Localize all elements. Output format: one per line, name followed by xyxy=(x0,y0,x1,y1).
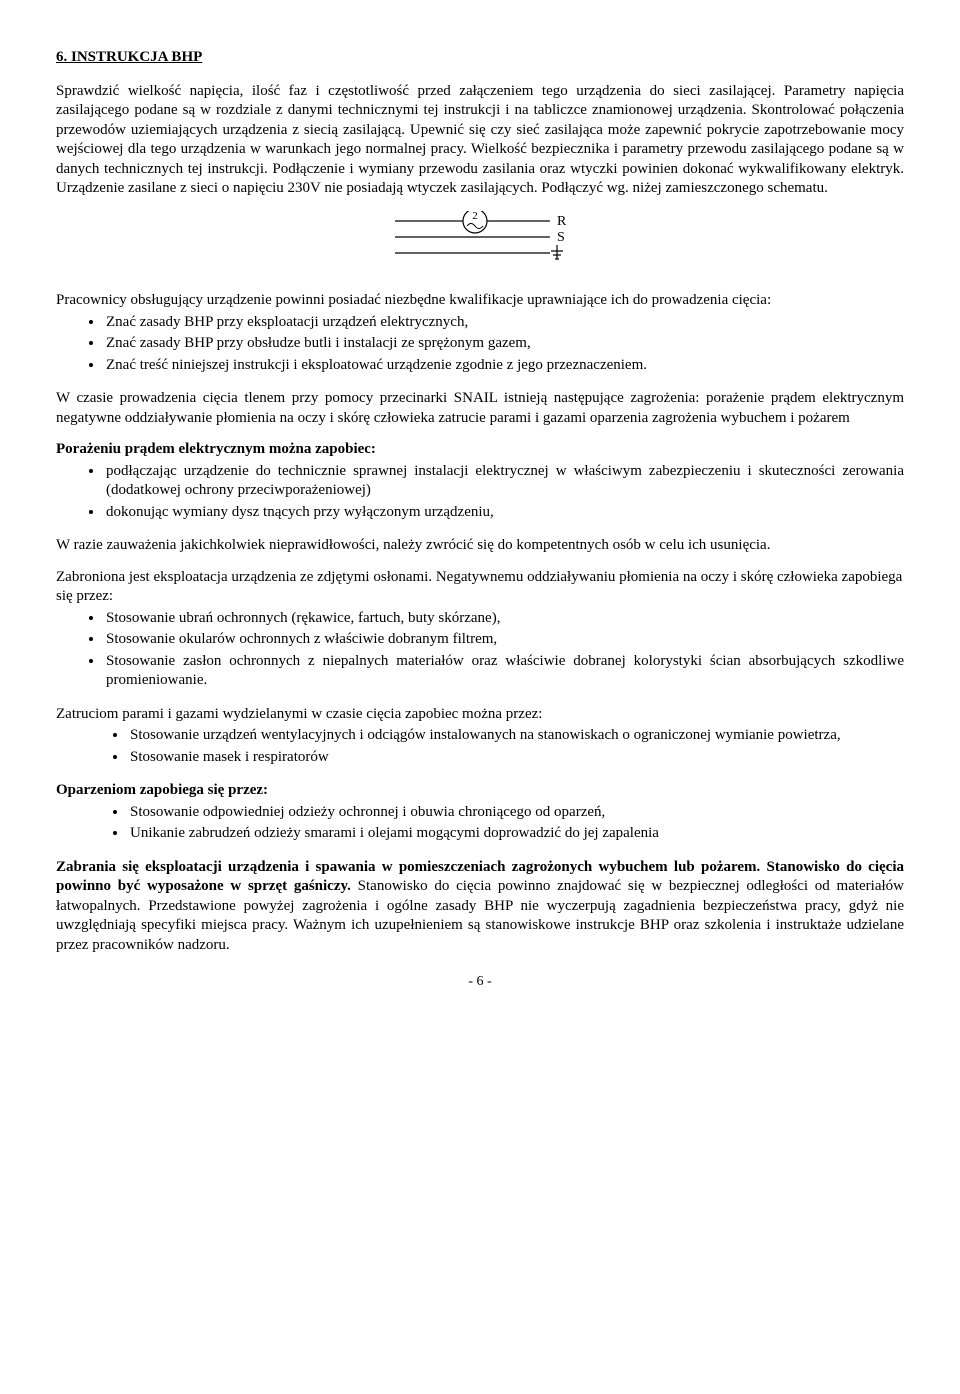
list-item: podłączając urządzenie do technicznie sp… xyxy=(104,462,904,501)
list-item: Stosowanie okularów ochronnych z właściw… xyxy=(104,630,904,650)
wiring-diagram: 2 R S xyxy=(56,211,904,274)
hazards-paragraph: W czasie prowadzenia cięcia tlenem przy … xyxy=(56,389,904,428)
list-item: Stosowanie zasłon ochronnych z niepalnyc… xyxy=(104,652,904,691)
diagram-s-label: S xyxy=(557,230,565,245)
flame-protection-lead: Zabroniona jest eksploatacja urządzenia … xyxy=(56,568,904,607)
list-item: Znać treść niniejszej instrukcji i ekspl… xyxy=(104,356,904,376)
list-item: Unikanie zabrudzeń odzieży smarami i ole… xyxy=(128,824,904,844)
shock-prevention-heading: Porażeniu prądem elektrycznym można zapo… xyxy=(56,440,904,460)
gas-protection-lead: Zatruciom parami i gazami wydzielanymi w… xyxy=(56,705,904,725)
gas-protection-list: Stosowanie urządzeń wentylacyjnych i odc… xyxy=(56,726,904,767)
diagram-phase-label: 2 xyxy=(472,211,478,222)
list-item: Stosowanie masek i respiratorów xyxy=(128,748,904,768)
qualifications-lead: Pracownicy obsługujący urządzenie powinn… xyxy=(56,291,904,311)
flame-protection-list: Stosowanie ubrań ochronnych (rękawice, f… xyxy=(56,609,904,691)
list-item: Znać zasady BHP przy obsłudze butli i in… xyxy=(104,334,904,354)
list-item: Stosowanie odpowiedniej odzieży ochronne… xyxy=(128,803,904,823)
list-item: Stosowanie urządzeń wentylacyjnych i odc… xyxy=(128,726,904,746)
diagram-r-label: R xyxy=(557,214,567,229)
irregularities-paragraph: W razie zauważenia jakichkolwiek niepraw… xyxy=(56,536,904,556)
page-number: - 6 - xyxy=(56,973,904,991)
burns-prevention-heading: Oparzeniom zapobiega się przez: xyxy=(56,781,904,801)
qualifications-list: Znać zasady BHP przy eksploatacji urządz… xyxy=(56,313,904,376)
burns-prevention-list: Stosowanie odpowiedniej odzieży ochronne… xyxy=(56,803,904,844)
list-item: dokonując wymiany dysz tnących przy wyłą… xyxy=(104,503,904,523)
list-item: Stosowanie ubrań ochronnych (rękawice, f… xyxy=(104,609,904,629)
shock-prevention-list: podłączając urządzenie do technicznie sp… xyxy=(56,462,904,523)
closing-paragraph: Zabrania się eksploatacji urządzenia i s… xyxy=(56,858,904,956)
list-item: Znać zasady BHP przy eksploatacji urządz… xyxy=(104,313,904,333)
section-heading: 6. INSTRUKCJA BHP xyxy=(56,48,904,68)
intro-paragraph: Sprawdzić wielkość napięcia, ilość faz i… xyxy=(56,82,904,199)
